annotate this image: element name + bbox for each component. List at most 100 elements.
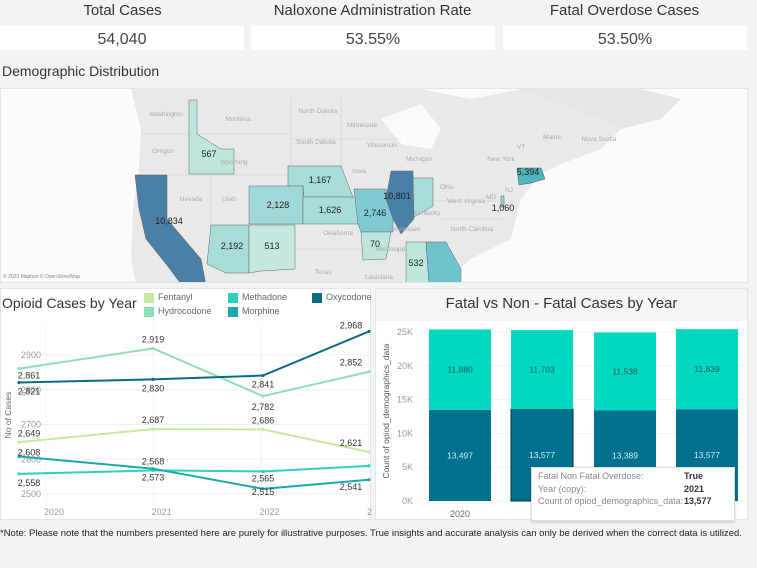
us-map[interactable]: Washington Montana North Dakota Minnesota Or… (1, 89, 748, 283)
map-value-label: 70 (370, 239, 380, 249)
data-label: 2,919 (142, 334, 165, 344)
data-label: 2,687 (142, 415, 165, 425)
data-point[interactable] (367, 464, 371, 468)
data-point[interactable] (151, 467, 155, 471)
data-point[interactable] (367, 370, 371, 374)
data-point[interactable] (261, 427, 265, 432)
map-panel[interactable]: Washington Montana North Dakota Minnesota Or… (0, 88, 748, 283)
data-point[interactable] (367, 478, 371, 482)
data-point[interactable] (151, 377, 155, 381)
line-series-morphine[interactable] (18, 455, 370, 490)
data-point[interactable] (261, 469, 265, 474)
data-point[interactable] (151, 427, 155, 431)
map-value-label: 567 (201, 149, 216, 159)
legend-swatch (144, 292, 154, 303)
map-attribution: © 2023 Mapbox © OpenStreetMap (3, 274, 81, 280)
state-delaware[interactable] (500, 195, 505, 208)
line-chart-title: Opioid Cases by Year (2, 295, 137, 311)
data-point[interactable] (367, 329, 371, 334)
legend-swatch (228, 306, 238, 317)
y-tick-label: 2900 (21, 350, 41, 360)
bar-segment-nonfatal[interactable] (594, 332, 656, 411)
state-indiana[interactable] (412, 177, 434, 218)
data-label: 2,852 (340, 358, 363, 368)
tooltip-key: Year (copy): (538, 483, 587, 494)
kpi-naloxone-rate-value: 53.55% (251, 26, 495, 50)
x-tick-label: 2023 (367, 507, 372, 517)
data-point[interactable] (17, 454, 21, 459)
data-point[interactable] (261, 394, 265, 398)
y-tick-label: 10K (397, 428, 413, 438)
kpi-fatal-overdose-title: Fatal Overdose Cases (549, 2, 700, 19)
legend-item-hydrocodone[interactable]: Hydrocodone (144, 306, 212, 317)
state-name-label: Wyoming (220, 159, 247, 166)
bar-chart-svg[interactable]: 0K 5K 10K 15K 20K 25K Count of opiod_demograph… (376, 289, 749, 521)
map-value-label: 5,394 (517, 167, 540, 177)
x-tick-label: 2022 (259, 507, 279, 517)
data-label: 2,568 (142, 456, 165, 466)
state-name-label: West Virginia (447, 198, 485, 205)
bar-segment-nonfatal[interactable] (429, 329, 491, 410)
data-point[interactable] (17, 367, 21, 371)
tooltip-value: 13,577 (684, 496, 712, 506)
legend-item-fentanyl[interactable]: Fentanyl (144, 292, 193, 303)
bar-segment-nonfatal[interactable] (511, 330, 573, 410)
state-name-label: Minnesota (347, 122, 377, 129)
map-value-labels: 10,834 567 1,167 2,128 1,626 2,746 10,801 2,192… (155, 149, 539, 268)
state-missouri[interactable] (353, 188, 394, 233)
data-label: 2,573 (142, 473, 165, 483)
line-chart-svg[interactable]: 2500 2600 2700 2800 2900 2020 2021 2022 2023 No o… (1, 289, 372, 521)
y-tick-label: 25K (397, 327, 413, 337)
state-new-mexico[interactable] (248, 224, 296, 274)
bar-segment-nonfatal[interactable] (676, 329, 738, 410)
state-illinois[interactable] (385, 170, 415, 235)
legend-item-methadone[interactable]: Methadone (228, 292, 287, 303)
kpi-fatal-overdose-value: 53.50% (503, 26, 747, 50)
state-idaho[interactable] (188, 99, 235, 175)
legend-item-oxycodone[interactable]: Oxycodone (312, 292, 372, 303)
state-name-label: Oklahoma (323, 230, 353, 237)
state-name-label: Montana (225, 116, 251, 123)
line-series-hydrocodone[interactable] (18, 347, 370, 398)
y-tick-label: 2700 (21, 420, 41, 430)
state-alabama[interactable] (405, 241, 430, 283)
line-series-fentanyl[interactable] (18, 428, 370, 453)
data-label: 2,565 (252, 473, 275, 483)
tooltip-row: Year (copy): 2021 (538, 484, 728, 497)
data-point[interactable] (17, 472, 21, 476)
y-tick-label: 5K (402, 462, 413, 472)
state-name-label: MD (486, 194, 496, 201)
bar-segment-fatal[interactable] (429, 409, 491, 501)
legend-label: Morphine (242, 306, 280, 316)
state-arizona[interactable] (206, 224, 250, 274)
data-label: 2,686 (252, 415, 275, 425)
state-name-label: Nevada (180, 196, 203, 203)
data-point[interactable] (17, 440, 21, 444)
state-california[interactable] (134, 174, 206, 283)
data-point[interactable] (367, 450, 371, 454)
bar-value-label: 11,839 (694, 364, 720, 374)
data-point[interactable] (17, 380, 21, 385)
map-title: Demographic Distribution (2, 63, 160, 79)
state-georgia[interactable] (425, 241, 462, 283)
x-tick-label: 2021 (152, 507, 172, 517)
y-axis-label: Count of opiod_demographics_data (381, 343, 391, 478)
tooltip-key: Count of opiod_demographics_data: (538, 496, 684, 506)
state-arkansas[interactable] (360, 231, 392, 261)
state-name-label: Louisiana (365, 274, 393, 281)
line-series-methadone[interactable] (18, 464, 370, 475)
line-chart-legend: Fentanyl Hydrocodone Methadone Morphine Oxyc… (1, 289, 372, 319)
state-massachusetts[interactable] (516, 167, 546, 186)
state-name-label: Mississippi (375, 246, 406, 253)
legend-swatch (228, 292, 238, 303)
data-label: 2,968 (340, 320, 363, 330)
data-point[interactable] (261, 487, 265, 491)
data-point[interactable] (261, 373, 265, 378)
y-tick-label: 0K (402, 496, 413, 506)
data-point[interactable] (151, 346, 155, 351)
legend-swatch (312, 292, 322, 303)
line-series-oxycodone[interactable] (18, 330, 370, 384)
legend-label: Hydrocodone (158, 306, 212, 316)
state-name-label: New York (487, 156, 515, 163)
legend-item-morphine[interactable]: Morphine (228, 306, 280, 317)
